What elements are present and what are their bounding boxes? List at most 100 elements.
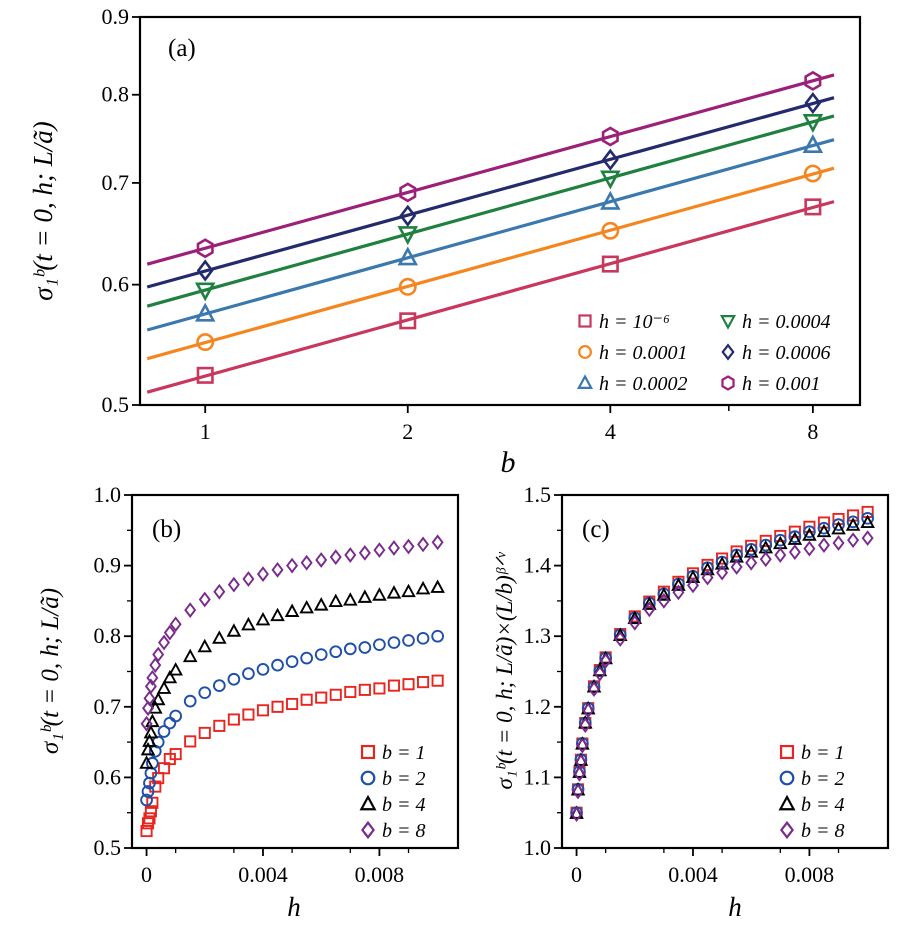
legend-item: b = 8 [780,820,845,842]
data-point [198,686,212,700]
y-tick-label: 0.7 [102,170,130,195]
data-point [212,630,227,644]
y-tick-label: 1.5 [524,482,552,507]
data-point [213,583,226,600]
panel-label-a: (a) [168,35,196,62]
data-point [671,577,686,591]
data-point [832,518,845,532]
legend-marker [359,794,377,811]
data-point [300,554,313,571]
data-point [315,691,328,704]
series-3 [194,134,824,322]
data-point [399,182,417,203]
y-tick-label: 1.2 [524,694,552,719]
data-point [593,665,606,682]
y-tick-label: 1.3 [524,623,552,648]
data-point [139,755,154,769]
data-point [582,702,595,719]
data-point [430,579,445,593]
data-point [270,607,285,622]
data-point [329,688,342,701]
legend-label: h = 0.001 [742,373,821,395]
data-point [227,672,241,686]
legend-label: h = 0.0004 [742,311,831,333]
fit-line [146,166,835,361]
data-point [169,748,182,761]
x-tick-label: 4 [605,419,616,444]
data-point [226,623,242,637]
data-point [285,655,299,668]
legend-label: h = 0.0001 [599,342,688,364]
data-point [787,531,803,545]
data-point [802,114,824,133]
data-point [344,547,357,563]
legend-item: b = 2 [360,768,426,790]
data-point [286,697,299,711]
data-point [163,716,177,730]
data-point [314,648,328,661]
data-point [399,312,417,330]
x-tick-label: 0.004 [668,862,718,887]
data-point [358,683,371,696]
data-point [803,540,816,557]
fit-lines [146,73,835,394]
data-point [774,547,787,563]
data-point [256,566,269,582]
x-tick-label: 0.004 [238,862,288,887]
data-point [184,602,197,618]
legend: b = 1 b = 2 b = 4 b = 8 [359,742,426,842]
data-point [196,238,214,259]
legend-item: h = 0.0002 [576,373,688,395]
data-point [846,515,860,529]
legend-marker [576,374,594,389]
data-point [212,679,226,692]
data-point [416,631,430,645]
legend-label: b = 8 [382,820,426,842]
legend-label: b = 2 [801,768,845,790]
data-point [672,584,685,601]
data-point [817,521,831,535]
legend-label: h = 10⁻⁶ [599,311,670,333]
legend-marker [360,744,376,760]
data-point [286,557,299,574]
data-point [169,709,183,723]
data-point [271,561,284,578]
data-point [156,680,172,694]
axes: 0 0.004 0.008 0.5 0.6 0.7 0.8 0.9 1.0 [94,482,460,887]
data-point [343,642,357,656]
series-6 [196,70,822,259]
legend-label: b = 4 [382,794,426,816]
y-axis-title-b: σ₁ᵇ(t = 0, h; L/ã) [37,588,64,754]
data-point [271,658,284,672]
data-point [700,561,715,576]
data-point [730,559,743,575]
y-tick-label: 1.4 [524,553,552,578]
x-tick-label: 0 [141,862,152,887]
legend-item: b = 4 [359,794,426,816]
fit-line [146,200,835,394]
data-point [227,713,240,726]
series-4 [140,534,444,732]
data-point [313,597,329,611]
data-point [329,549,342,565]
legend-marker [779,770,795,786]
x-tick-label: 0.008 [355,862,405,887]
data-point [256,704,270,717]
data-point [417,676,430,689]
y-axis-title-a: σ₁ᵇ(t = 0, h; L/ã) [28,121,58,300]
data-point [182,648,198,663]
data-point [600,170,621,190]
legend-item: h = 10⁻⁶ [578,311,670,333]
legend-marker [361,820,375,840]
data-point [196,366,214,384]
data-point [198,591,211,608]
y-tick-label: 1.0 [94,482,122,507]
panel-a: (a) b σ₁ᵇ(t = 0, h; L/ã) 1 2 4 8 0.5 0.6 0.7 0.… [28,4,862,479]
data-point [140,793,153,807]
data-point [373,638,386,652]
data-point [570,806,583,822]
data-point [328,593,344,608]
series-4 [570,530,874,822]
data-point [373,542,386,558]
